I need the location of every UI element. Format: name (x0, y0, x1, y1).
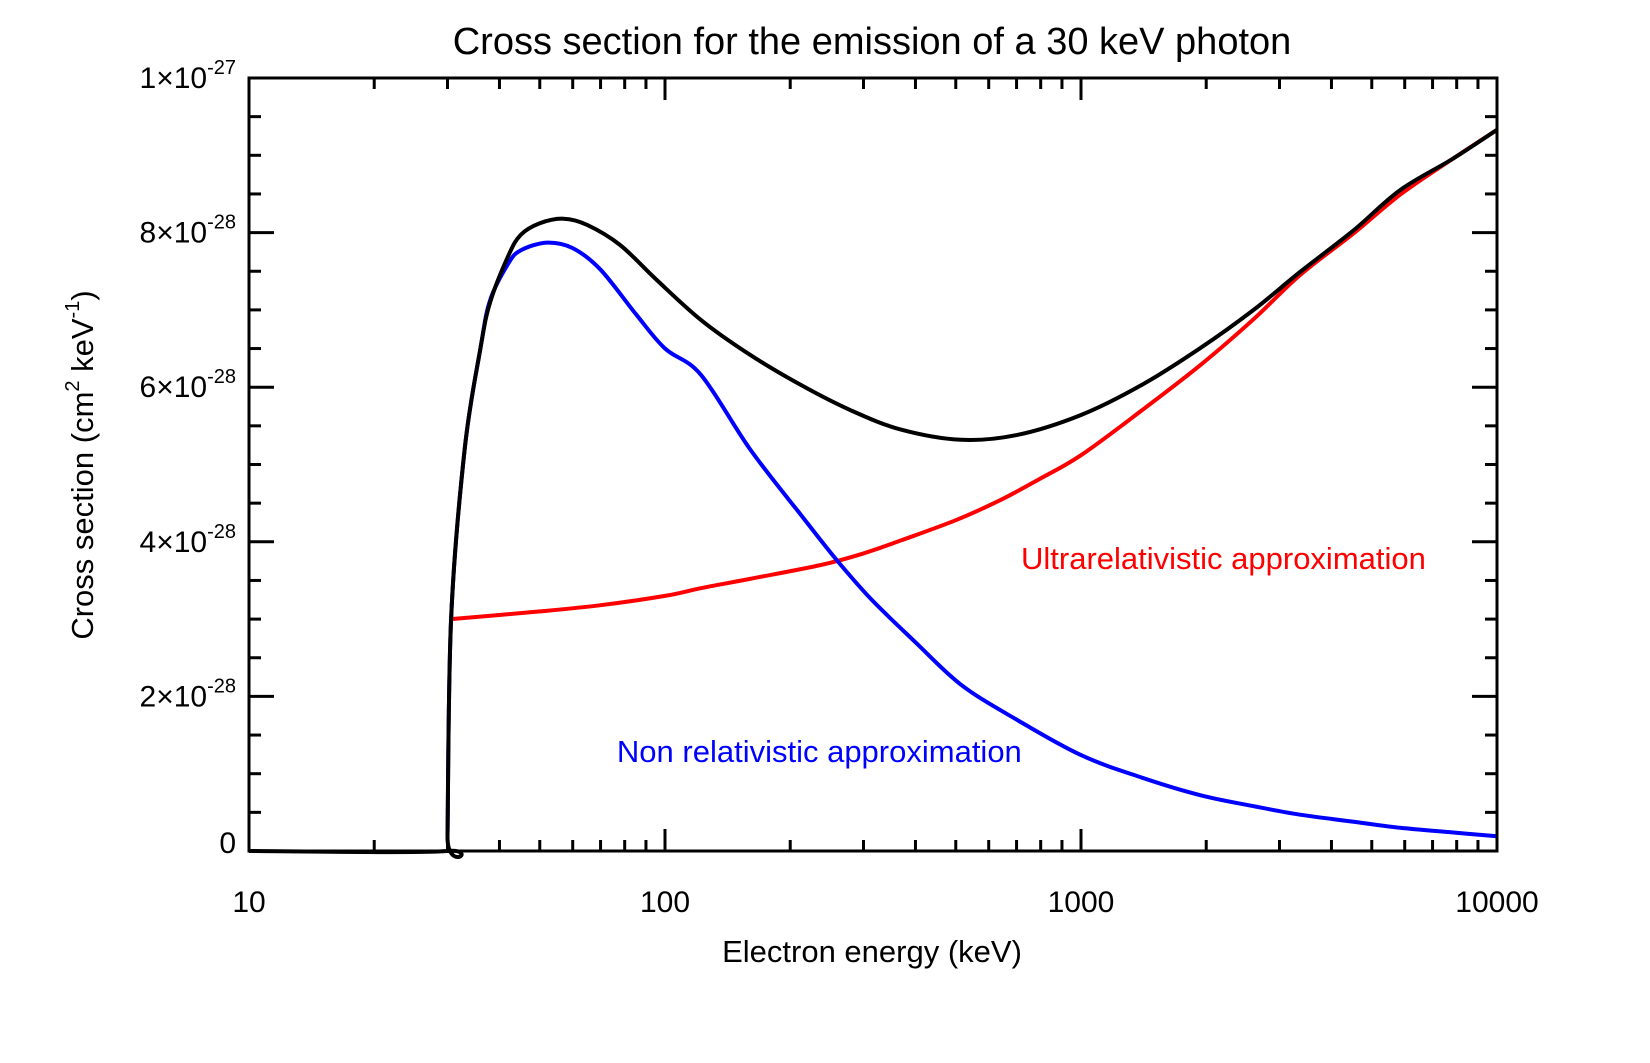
x-tick-label: 10 (232, 886, 265, 919)
x-tick-label: 100 (640, 886, 690, 919)
annotations-layer: Ultrarelativistic approximation Non relat… (617, 541, 1426, 769)
plot-frame (247, 76, 1499, 853)
ticks-layer (247, 76, 1497, 853)
tick-labels-layer: 10 100 1000 10000 0 2×10-28 4×10-28 6×10-28 8×10… (140, 57, 1539, 919)
y-tick-label: 2×10-28 (140, 675, 236, 713)
series-line-full-cross-section (248, 128, 1499, 859)
x-tick-label: 10000 (1455, 886, 1538, 919)
svg-text:Cross section (cm2 keV-1): Cross section (cm2 keV-1) (62, 290, 100, 639)
y-axis-label-sup1: 2 (62, 380, 84, 391)
y-axis-label-mid: keV (65, 318, 100, 380)
y-axis-label: Cross section (cm2 keV-1) (62, 290, 100, 639)
annotation-ultrarelativistic-approximation: Ultrarelativistic approximation (1021, 541, 1426, 576)
y-tick-label: 6×10-28 (140, 366, 236, 404)
y-axis-label-end: ) (65, 290, 100, 300)
y-axis-label-base: Cross section (cm (65, 392, 100, 640)
x-tick-label: 1000 (1048, 886, 1115, 919)
x-axis-label: Electron energy (keV) (722, 934, 1022, 969)
y-tick-label: 8×10-28 (140, 212, 236, 250)
annotation-non-relativistic-approximation: Non relativistic approximation (617, 734, 1022, 769)
y-tick-label: 0 (219, 827, 236, 860)
y-tick-label: 4×10-28 (140, 521, 236, 559)
chart-title: Cross section for the emission of a 30 k… (453, 21, 1292, 63)
series-line-ultrarelativistic-approximation (450, 128, 1499, 622)
series-layer (248, 128, 1499, 859)
y-tick-label: 1×10-27 (140, 57, 236, 95)
y-axis-label-sup2: -1 (62, 301, 84, 319)
